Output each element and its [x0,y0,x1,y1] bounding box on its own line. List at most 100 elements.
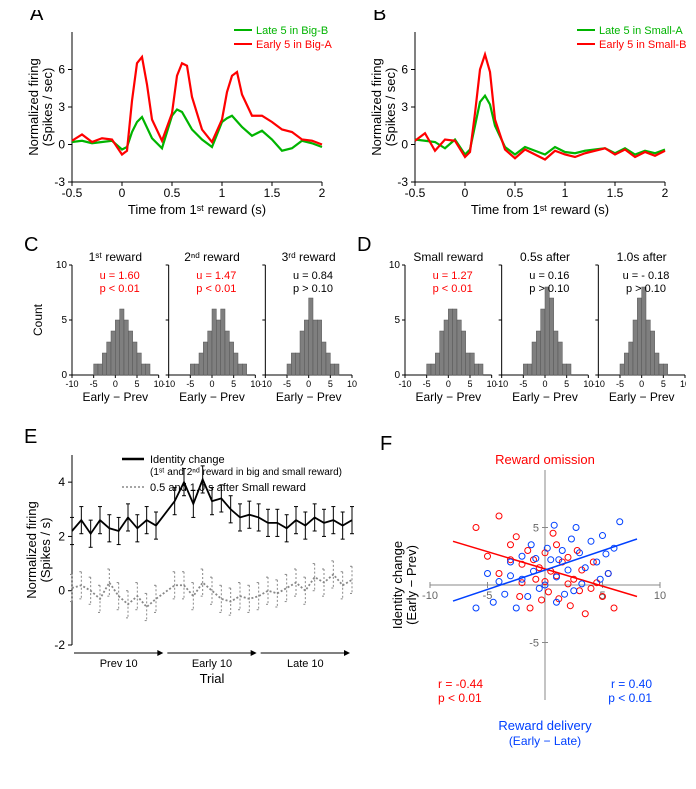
svg-text:5: 5 [231,379,236,389]
scatter-point [597,576,603,582]
hist-bar [225,331,229,375]
svg-text:0: 0 [113,379,118,389]
scatter-point [571,588,577,594]
panel-label: A [30,10,44,25]
hist-xlabel: Early − Prev [82,390,148,404]
hist-bar [646,320,650,375]
svg-text:-10: -10 [259,379,272,389]
svg-text:6: 6 [58,63,65,77]
svg-text:0: 0 [209,379,214,389]
hist-bar [330,364,334,375]
hist-bar [541,309,545,375]
stat-r: r = -0.44 [438,677,483,691]
scatter-point [582,611,588,617]
scatter-point [565,567,571,573]
hist-bar [474,364,478,375]
panel-label: E [24,426,37,448]
legend-label: Identity change [150,454,225,466]
scatter-point [525,548,531,554]
hist-bar [115,320,119,375]
svg-text:-3: -3 [397,175,408,189]
svg-text:0: 0 [542,379,547,389]
panel-label: F [380,433,392,455]
svg-text:-2: -2 [54,638,65,652]
svg-text:0: 0 [58,584,65,598]
scatter-point [490,599,496,605]
hist-bar [479,364,483,375]
svg-text:10: 10 [654,590,666,602]
scatter-point [513,605,519,611]
hist-bar [317,320,321,375]
scatter-point [551,522,557,528]
hist-bar [300,331,304,375]
svg-text:-10: -10 [422,590,438,602]
hist-bar [448,309,452,375]
scatter-point [517,594,523,600]
scatter-point [539,597,545,603]
svg-text:0: 0 [639,379,644,389]
stat-p: p > 0.10 [529,283,569,295]
series-line [415,96,665,155]
hist-bar [102,353,106,375]
stat-u: u = - 0.18 [623,270,670,282]
hist-bar [470,353,474,375]
svg-text:5: 5 [134,379,139,389]
scatter-point [528,542,534,548]
stat-p: p < 0.01 [196,283,236,295]
svg-text:1.5: 1.5 [264,186,281,200]
hist-bar [562,364,566,375]
svg-text:5: 5 [564,379,569,389]
hist-bar [655,353,659,375]
svg-text:5: 5 [394,315,400,326]
hist-bar [453,309,457,375]
svg-text:0.5: 0.5 [507,186,524,200]
scatter-point [559,548,565,554]
svg-text:-5: -5 [90,379,98,389]
hist-bar [111,331,115,375]
legend-label: Late 5 in Small-A [599,25,683,37]
scatter-point [545,589,551,595]
hist-bar [242,364,246,375]
hist-bar [536,331,540,375]
stat-u: u = 0.84 [293,270,333,282]
svg-text:5: 5 [661,379,666,389]
scatter-point [473,525,479,531]
scatter-point [577,588,583,594]
stat-r: r = 0.40 [611,677,652,691]
title-bottom: Reward delivery [498,718,592,733]
bracket-label: Prev 10 [100,658,138,670]
hist-bar [98,364,102,375]
svg-text:1: 1 [219,186,226,200]
hist-bar [146,364,150,375]
hist-bar [435,353,439,375]
scatter-point [496,513,502,519]
hist-bar [133,342,137,375]
hist-xlabel: Early − Prev [179,390,245,404]
y-axis-label: (Spikes / s) [38,517,53,582]
hist-bar [624,353,628,375]
svg-text:-5: -5 [423,379,431,389]
hist-bar [313,320,317,375]
hist-bar [558,342,562,375]
scatter-point [568,536,574,542]
hist-bar [528,364,532,375]
svg-text:0: 0 [394,370,400,381]
scatter-point [533,576,539,582]
hist-bar [466,353,470,375]
hist-bar [567,364,571,375]
hist-xlabel: Early − Prev [415,390,481,404]
sub-bottom: (Early − Late) [509,734,581,748]
hist-bar [326,353,330,375]
scatter-point [573,525,579,531]
scatter-point [617,519,623,525]
svg-text:1: 1 [562,186,569,200]
scatter-point [579,581,585,587]
svg-text:5: 5 [467,379,472,389]
hist-bar [208,331,212,375]
hist-title: 3ʳᵈ reward [282,250,336,264]
svg-text:10: 10 [347,379,357,389]
hist-bar [203,342,207,375]
hist-xlabel: Early − Prev [512,390,578,404]
hist-bar [238,364,242,375]
svg-text:0: 0 [119,186,126,200]
